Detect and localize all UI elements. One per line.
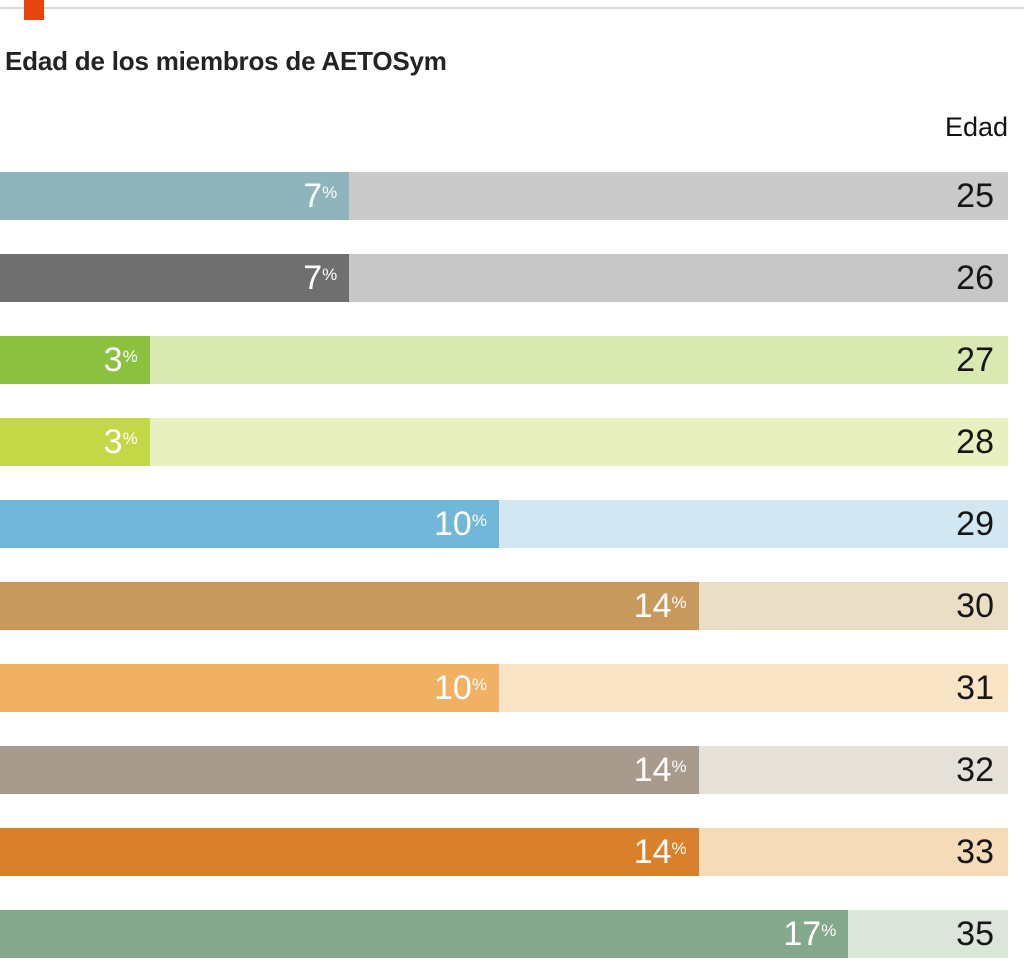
axis-label-edad: Edad bbox=[944, 112, 1008, 142]
bar-chart: 7% 25 7% 26 3% 27 3% 28 10% 29 14% 30 10% 31 14% 32 14% 3… bbox=[0, 172, 1008, 964]
percent-sign: % bbox=[122, 429, 138, 448]
bar-fill: 10% bbox=[0, 664, 499, 712]
bar-fill: 3% bbox=[0, 418, 150, 466]
bar-value-label: 14% bbox=[633, 751, 687, 789]
percent-sign: % bbox=[122, 347, 138, 366]
bar-value-label: 14% bbox=[633, 833, 687, 871]
bar-value-label: 7% bbox=[303, 259, 338, 297]
bar-value-label: 3% bbox=[103, 423, 138, 461]
bar-fill: 14% bbox=[0, 746, 699, 794]
bar-row-age-25: 7% 25 bbox=[0, 172, 1008, 220]
bar-row-age-29: 10% 29 bbox=[0, 500, 1008, 548]
age-label: 35 bbox=[956, 914, 994, 953]
bar-value-label: 7% bbox=[303, 177, 338, 215]
bar-row-age-31: 10% 31 bbox=[0, 664, 1008, 712]
percent-sign: % bbox=[671, 757, 687, 776]
percent-sign: % bbox=[671, 839, 687, 858]
header-rule bbox=[0, 7, 1024, 9]
chart-title: Edad de los miembros de AETOSym bbox=[5, 46, 447, 76]
brand-accent-square bbox=[24, 0, 44, 20]
percent-sign: % bbox=[471, 675, 487, 694]
bar-value-label: 10% bbox=[434, 505, 487, 543]
age-label: 28 bbox=[956, 422, 994, 461]
bar-row-age-26: 7% 26 bbox=[0, 254, 1008, 302]
bar-fill: 3% bbox=[0, 336, 150, 384]
bar-fill: 7% bbox=[0, 172, 350, 220]
bar-value-label: 17% bbox=[783, 915, 837, 953]
age-label: 31 bbox=[956, 668, 994, 707]
percent-sign: % bbox=[471, 511, 487, 530]
bar-fill: 14% bbox=[0, 828, 699, 876]
bar-row-age-30: 14% 30 bbox=[0, 582, 1008, 630]
percent-sign: % bbox=[322, 265, 338, 284]
bar-track bbox=[0, 336, 1008, 384]
bar-row-age-27: 3% 27 bbox=[0, 336, 1008, 384]
percent-sign: % bbox=[671, 593, 687, 612]
bar-track bbox=[0, 418, 1008, 466]
bar-row-age-28: 3% 28 bbox=[0, 418, 1008, 466]
age-label: 27 bbox=[956, 340, 994, 379]
bar-fill: 10% bbox=[0, 500, 499, 548]
age-label: 32 bbox=[956, 750, 994, 789]
bar-row-age-33: 14% 33 bbox=[0, 828, 1008, 876]
bar-row-age-32: 14% 32 bbox=[0, 746, 1008, 794]
age-label: 25 bbox=[956, 176, 994, 215]
bar-value-label: 3% bbox=[103, 341, 138, 379]
bar-row-age-35: 17% 35 bbox=[0, 910, 1008, 958]
bar-value-label: 10% bbox=[434, 669, 487, 707]
age-label: 33 bbox=[956, 832, 994, 871]
bar-fill: 14% bbox=[0, 582, 699, 630]
age-label: 26 bbox=[956, 258, 994, 297]
percent-sign: % bbox=[821, 921, 837, 940]
bar-fill: 7% bbox=[0, 254, 350, 302]
bar-value-label: 14% bbox=[633, 587, 687, 625]
age-label: 29 bbox=[956, 504, 994, 543]
age-label: 30 bbox=[956, 586, 994, 625]
bar-fill: 17% bbox=[0, 910, 849, 958]
percent-sign: % bbox=[322, 183, 338, 202]
